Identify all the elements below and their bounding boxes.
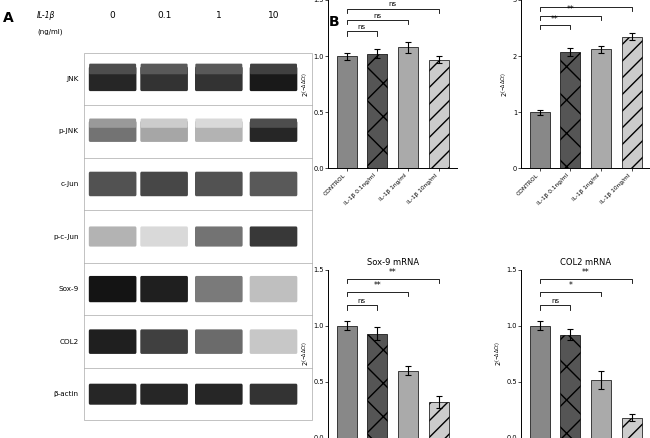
Bar [337,326,357,438]
Text: 1: 1 [216,11,222,20]
FancyBboxPatch shape [89,172,136,196]
Text: p-JNK: p-JNK [59,128,79,134]
Bar [591,380,611,438]
Text: **: ** [582,268,590,277]
Title: COL2 mRNA: COL2 mRNA [560,258,611,267]
Bar [398,371,418,438]
FancyBboxPatch shape [140,119,188,128]
Text: c-Jun: c-Jun [60,181,79,187]
Y-axis label: $2^{(-\Delta\Delta Ct)}$: $2^{(-\Delta\Delta Ct)}$ [300,341,311,366]
Text: **: ** [389,268,396,277]
FancyBboxPatch shape [250,64,297,74]
FancyBboxPatch shape [140,64,188,74]
FancyBboxPatch shape [250,384,297,405]
Text: **: ** [551,14,559,24]
Y-axis label: $2^{(-\Delta\Delta Ct)}$: $2^{(-\Delta\Delta Ct)}$ [300,72,311,97]
Text: ns: ns [358,298,366,304]
FancyBboxPatch shape [250,119,297,128]
FancyBboxPatch shape [89,67,136,91]
Title: Sox-9 mRNA: Sox-9 mRNA [367,258,419,267]
FancyBboxPatch shape [195,384,242,405]
FancyBboxPatch shape [140,172,188,196]
FancyBboxPatch shape [195,67,242,91]
Bar [84,53,312,420]
FancyBboxPatch shape [140,121,188,142]
Bar [560,52,580,169]
Text: ns: ns [373,13,382,18]
Text: **: ** [373,281,381,290]
FancyBboxPatch shape [195,119,242,128]
Y-axis label: $2^{(-\Delta\Delta Ct)}$: $2^{(-\Delta\Delta Ct)}$ [493,341,504,366]
Bar [530,326,550,438]
FancyBboxPatch shape [89,64,136,74]
FancyBboxPatch shape [195,64,242,74]
Text: β-actin: β-actin [54,391,79,397]
Bar [621,36,642,169]
FancyBboxPatch shape [250,67,297,91]
FancyBboxPatch shape [89,329,136,354]
Text: **: ** [566,5,574,14]
FancyBboxPatch shape [140,226,188,247]
Text: IL-1β: IL-1β [37,11,55,20]
Text: **: ** [582,0,590,5]
Bar [591,49,611,169]
FancyBboxPatch shape [250,329,297,354]
Text: A: A [3,11,14,25]
Text: JNK: JNK [66,76,79,82]
Text: ns: ns [358,24,366,30]
FancyBboxPatch shape [195,121,242,142]
FancyBboxPatch shape [195,329,242,354]
FancyBboxPatch shape [250,172,297,196]
FancyBboxPatch shape [89,121,136,142]
Bar [560,335,580,438]
Y-axis label: $2^{(-\Delta\Delta Ct)}$: $2^{(-\Delta\Delta Ct)}$ [499,72,510,97]
Text: ns: ns [389,1,396,7]
FancyBboxPatch shape [195,172,242,196]
Text: COL2: COL2 [60,339,79,345]
Bar [428,402,448,438]
Text: B: B [328,15,339,29]
FancyBboxPatch shape [89,119,136,128]
Text: 0.1: 0.1 [157,11,172,20]
FancyBboxPatch shape [140,67,188,91]
Text: ns: ns [551,298,559,304]
Bar [530,112,550,169]
Bar [337,56,357,169]
FancyBboxPatch shape [140,384,188,405]
FancyBboxPatch shape [250,276,297,302]
Text: *: * [568,281,572,290]
FancyBboxPatch shape [89,384,136,405]
FancyBboxPatch shape [140,276,188,302]
FancyBboxPatch shape [195,276,242,302]
FancyBboxPatch shape [89,226,136,247]
Text: 10: 10 [268,11,280,20]
FancyBboxPatch shape [195,226,242,247]
Text: Sox-9: Sox-9 [58,286,79,292]
Bar [398,47,418,169]
Bar [621,418,642,438]
FancyBboxPatch shape [89,276,136,302]
Bar [428,60,448,169]
Text: (ng/ml): (ng/ml) [37,28,62,35]
FancyBboxPatch shape [140,329,188,354]
Text: 0: 0 [110,11,116,20]
Text: p-c-Jun: p-c-Jun [53,233,79,240]
Bar [367,334,387,438]
Bar [367,54,387,169]
FancyBboxPatch shape [250,226,297,247]
FancyBboxPatch shape [250,121,297,142]
